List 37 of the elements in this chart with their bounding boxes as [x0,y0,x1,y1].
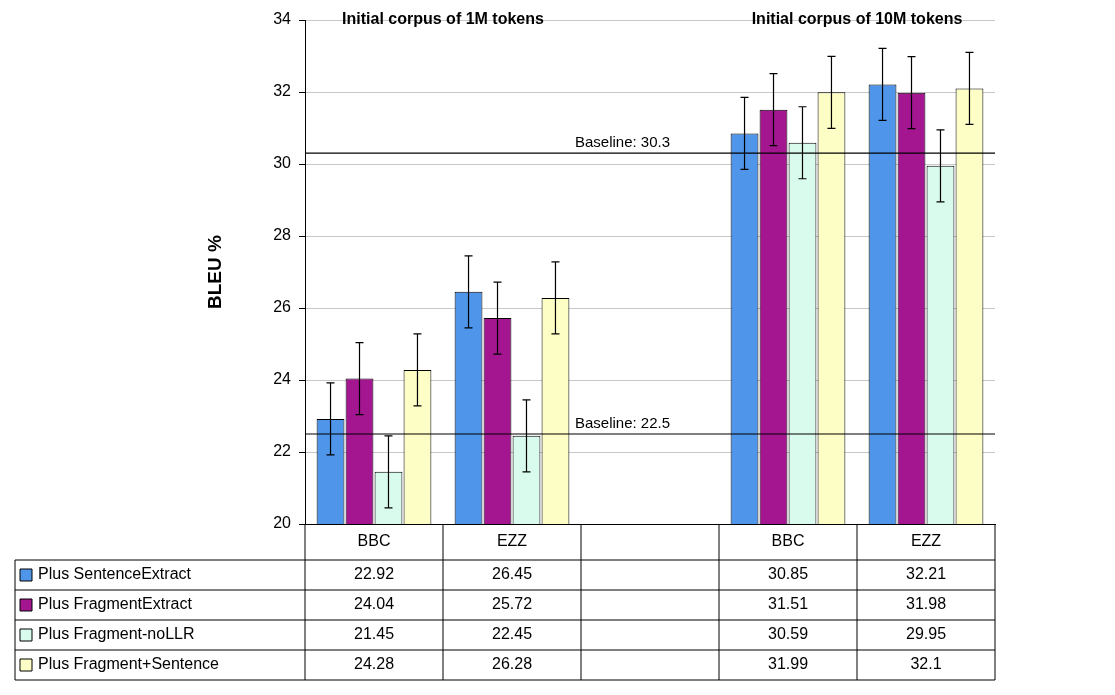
data-label: 24.28 [353,655,395,673]
y-tick-label: 28 [273,226,292,244]
data-label: 29.95 [905,625,947,643]
ref-line-label: Baseline: 30.3 [575,132,671,150]
data-label: 32.21 [905,565,947,583]
y-tick-label: 20 [273,514,292,532]
annotation: Initial corpus of 10M tokens [751,10,963,28]
data-label: 26.45 [491,565,533,583]
y-tick-label: 34 [273,10,292,28]
y-tick-label: 22 [273,442,292,460]
y-tick-label: 30 [273,154,292,172]
data-label: 22.45 [491,625,533,643]
data-label: 31.51 [767,595,809,613]
data-label: 32.1 [910,655,942,673]
y-axis-title: BLEU % [203,234,225,309]
data-label: 31.98 [905,595,947,613]
y-tick-label: 24 [273,370,292,388]
y-tick-label: 32 [273,82,292,100]
annotation: Initial corpus of 1M tokens [342,10,544,28]
data-label: 30.85 [767,565,809,583]
y-tick-label: 26 [273,298,292,316]
data-label: 22.92 [353,565,395,583]
legend-label: Plus Fragment-noLLR [38,625,195,643]
x-tick-label: EZZ [910,532,942,550]
x-tick-label: EZZ [496,532,528,550]
data-label: 30.59 [767,625,809,643]
legend-label: Plus Fragment+Sentence [38,655,220,673]
legend-label: Plus SentenceExtract [38,565,192,583]
data-label: 26.28 [491,655,533,673]
x-tick-label: BBC [771,532,805,550]
data-label: 21.45 [353,625,395,643]
legend-label: Plus FragmentExtract [38,595,193,613]
data-label: 25.72 [491,595,533,613]
ref-line-label: Baseline: 22.5 [575,413,671,431]
data-label: 31.99 [767,655,809,673]
x-tick-label: BBC [357,532,391,550]
data-label: 24.04 [353,595,395,613]
